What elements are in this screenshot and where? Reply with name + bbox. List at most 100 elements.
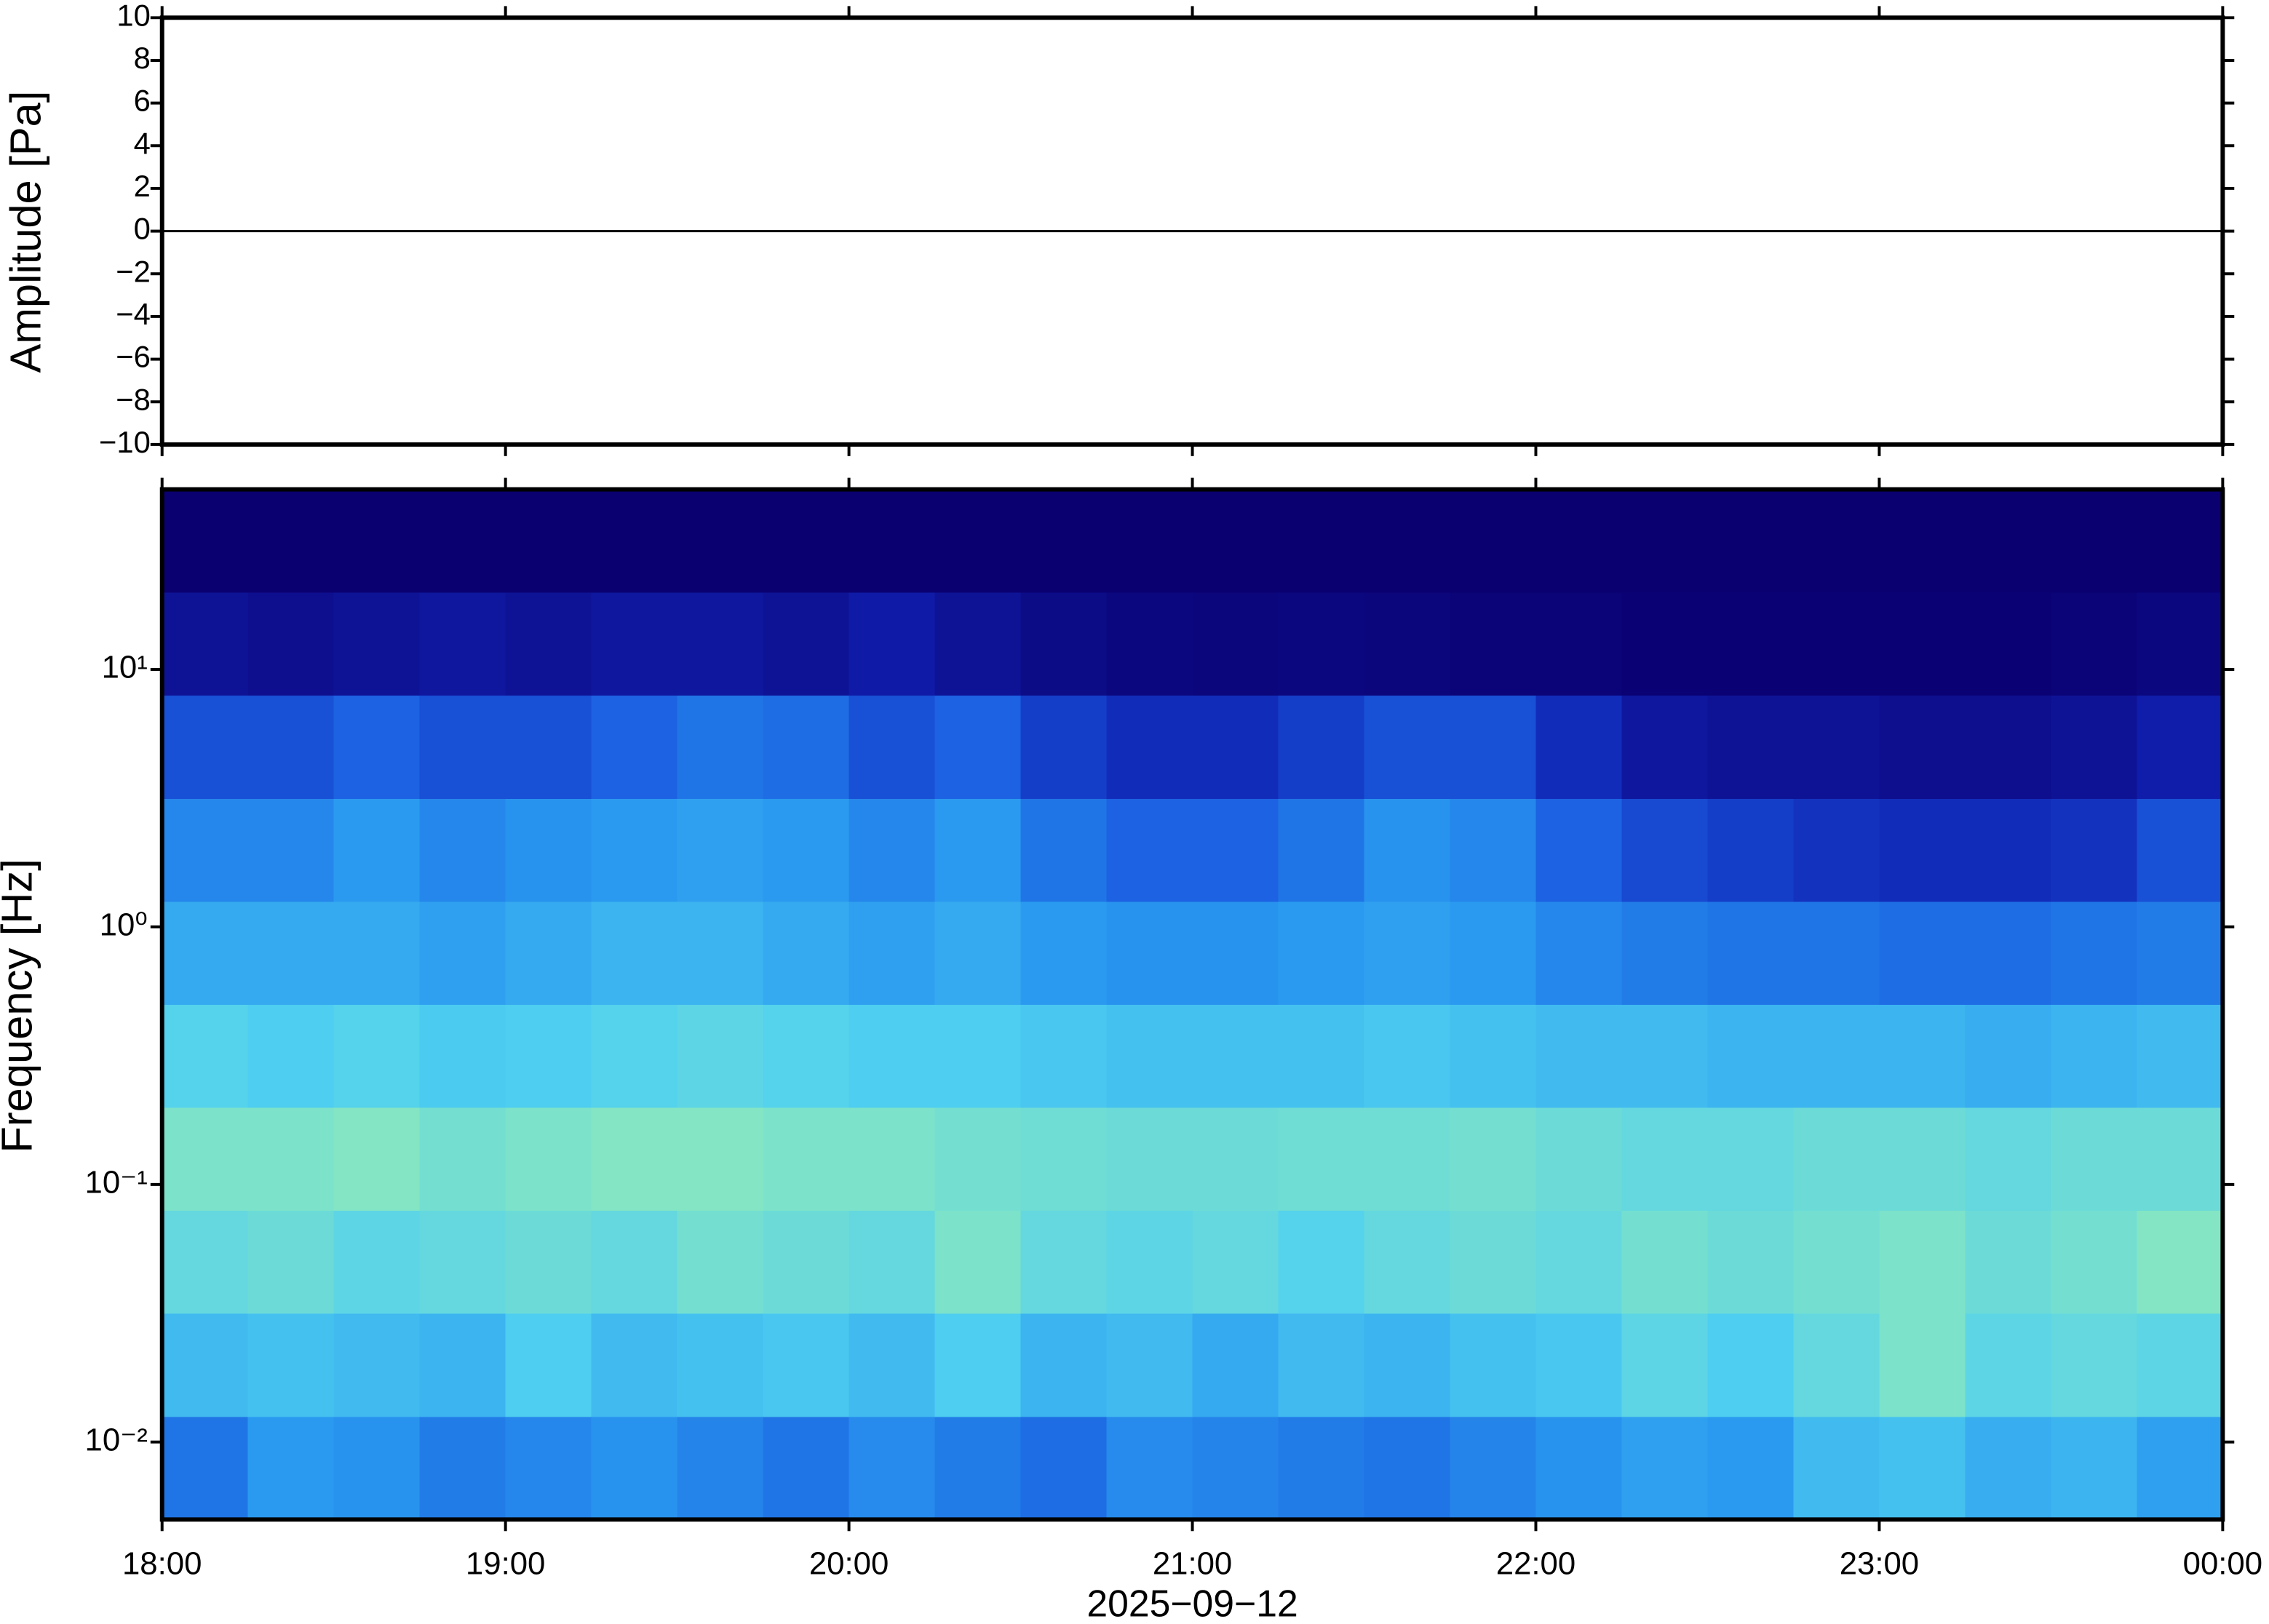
- spectrogram-cell: [1106, 901, 1193, 1006]
- spectrogram-cell: [1450, 1003, 1537, 1108]
- spectrogram-cell: [2137, 489, 2224, 593]
- spectrogram-cell: [1707, 592, 1795, 696]
- spectrogram-cell: [1535, 901, 1623, 1006]
- spectrogram-cell: [1793, 1107, 1880, 1211]
- spectrogram-cell: [419, 489, 506, 593]
- spectrogram-cell: [247, 901, 335, 1006]
- spectrogram-cell: [2051, 797, 2138, 902]
- spectrogram-cell: [419, 1313, 506, 1417]
- spectrogram-cell: [2051, 901, 2138, 1006]
- spectrogram-cell: [1793, 1209, 1880, 1314]
- spectrogram-cell: [591, 489, 678, 593]
- spectrogram-cell: [1621, 489, 1709, 593]
- spectrogram-cell: [1793, 797, 1880, 902]
- spectrogram-cell: [333, 1107, 421, 1211]
- spectrogram-cell: [2137, 797, 2224, 902]
- spectrogram-cell: [1364, 1209, 1451, 1314]
- spectrogram-cell: [763, 1416, 850, 1521]
- spectrogram-cell: [419, 1416, 506, 1521]
- spectrogram-cell: [1879, 695, 1966, 799]
- spectrogram-cell: [2137, 1313, 2224, 1417]
- spectrogram-cell: [162, 1003, 249, 1108]
- spectrogram-cell: [934, 797, 1022, 902]
- spectrogram-cell: [2051, 695, 2138, 799]
- spectrogram-cell: [1106, 1107, 1193, 1211]
- spectrogram-cell: [2051, 489, 2138, 593]
- spectrogram-cell: [1965, 901, 2052, 1006]
- spectrogram-cell: [333, 901, 421, 1006]
- spectrogram-cell: [1364, 695, 1451, 799]
- spectrogram-cell: [1793, 695, 1880, 799]
- spectrogram-cell: [1192, 1107, 1279, 1211]
- spectrogram-cell: [1192, 489, 1279, 593]
- spectrogram-cell: [1192, 1209, 1279, 1314]
- spectrogram-cell: [1192, 1313, 1279, 1417]
- spectrogram-cell: [1106, 1313, 1193, 1417]
- spectrogram-cell: [505, 489, 592, 593]
- spectrogram-cell: [1793, 1313, 1880, 1417]
- spectrogram-cell: [162, 592, 249, 696]
- spectrogram-cell: [1106, 489, 1193, 593]
- spectrogram-cell: [1707, 901, 1795, 1006]
- spectrogram-cell: [934, 1107, 1022, 1211]
- spectrogram-cell: [849, 695, 936, 799]
- spectrogram-cell: [1020, 1313, 1108, 1417]
- x-tick-label: 23:00: [1840, 1546, 1919, 1582]
- spectrogram-cell: [1364, 592, 1451, 696]
- spectrogram-cell: [247, 695, 335, 799]
- spectrogram-cell: [849, 901, 936, 1006]
- spectrogram-cell: [505, 901, 592, 1006]
- spectrogram-cell: [1879, 901, 1966, 1006]
- spectrogram-cell: [1278, 1209, 1365, 1314]
- y-tick-label: −2: [116, 254, 151, 288]
- spectrogram-cell: [677, 489, 764, 593]
- spectrogram-cell: [1278, 695, 1365, 799]
- spectrogram-cell: [934, 901, 1022, 1006]
- y-tick-label: −10: [99, 425, 151, 459]
- spectrogram-cell: [1965, 695, 2052, 799]
- spectrogram-cell: [849, 1209, 936, 1314]
- y-tick-label: −6: [116, 340, 151, 374]
- spectrogram-cell: [1621, 901, 1709, 1006]
- spectrogram-cell: [505, 592, 592, 696]
- spectrogram-cell: [1707, 489, 1795, 593]
- spectrogram-cell: [162, 901, 249, 1006]
- spectrogram-cell: [677, 797, 764, 902]
- spectrogram-cell: [162, 1416, 249, 1521]
- spectrogram-cell: [1621, 592, 1709, 696]
- spectrogram-cell: [1707, 1209, 1795, 1314]
- spectrogram-cell: [2051, 592, 2138, 696]
- spectrogram-cell: [763, 695, 850, 799]
- spectrogram-cell: [162, 797, 249, 902]
- plot-frame: [159, 487, 2225, 1522]
- spectrogram-cell: [1450, 901, 1537, 1006]
- spectrogram-cell: [677, 901, 764, 1006]
- spectrogram-cell: [247, 1003, 335, 1108]
- spectrogram-cell: [333, 1209, 421, 1314]
- spectrogram-cell: [763, 1107, 850, 1211]
- spectrogram-cell: [1020, 695, 1108, 799]
- spectrogram-cell: [1793, 1003, 1880, 1108]
- spectrogram-cell: [763, 489, 850, 593]
- spectrogram-cell: [1450, 489, 1537, 593]
- y-axis-label: Frequency [Hz]: [0, 859, 41, 1153]
- spectrogram-cell: [1020, 797, 1108, 902]
- spectrogram-cell: [763, 797, 850, 902]
- spectrogram-cell: [2051, 1313, 2138, 1417]
- spectrogram-cell: [1879, 489, 1966, 593]
- spectrogram-cell: [333, 695, 421, 799]
- spectrogram-cell: [1707, 1313, 1795, 1417]
- spectrogram-cell: [1965, 592, 2052, 696]
- spectrogram-cell: [247, 489, 335, 593]
- spectrogram-cell: [763, 901, 850, 1006]
- spectrogram-cell: [1707, 1003, 1795, 1108]
- spectrogram-cell: [333, 1313, 421, 1417]
- spectrogram-cell: [2051, 1209, 2138, 1314]
- spectrogram-cell: [1879, 1209, 1966, 1314]
- spectrogram-cell: [1192, 592, 1279, 696]
- spectrogram-cell: [1535, 1313, 1623, 1417]
- x-axis-label: 2025−09−12: [1086, 1582, 1298, 1624]
- spectrogram-cell: [1020, 592, 1108, 696]
